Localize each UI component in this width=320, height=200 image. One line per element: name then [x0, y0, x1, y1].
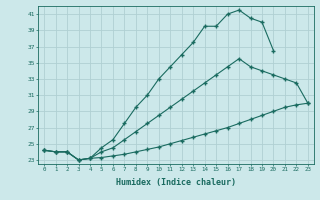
X-axis label: Humidex (Indice chaleur): Humidex (Indice chaleur) [116, 178, 236, 187]
